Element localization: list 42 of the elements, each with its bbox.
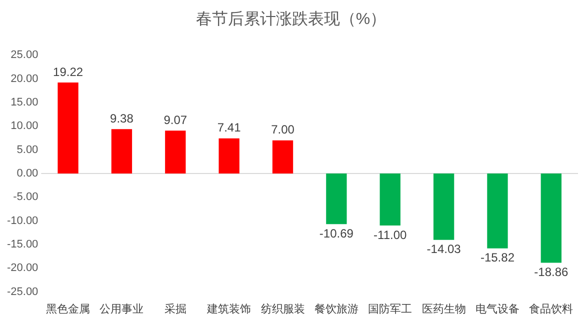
x-tick-label: 黑色金属	[46, 303, 90, 316]
chart-title: 春节后累计涨跌表现（%）	[196, 10, 386, 28]
y-tick-label: 10.00	[10, 120, 38, 132]
data-label: 7.00	[271, 122, 295, 137]
y-tick-label: 5.00	[16, 144, 38, 156]
bar	[487, 174, 508, 248]
data-label: 9.38	[110, 111, 134, 126]
x-tick-label: 纺织服装	[260, 302, 305, 316]
x-tick-label: 电气设备	[475, 302, 520, 316]
data-label: -10.69	[319, 226, 354, 240]
data-label: -11.00	[374, 228, 408, 242]
bar	[58, 82, 78, 174]
x-tick-label: 建筑装饰	[206, 302, 252, 316]
bar	[218, 138, 240, 174]
bar	[326, 174, 347, 224]
y-tick-label: 20.00	[10, 72, 38, 85]
x-tick-label: 公用事业	[100, 302, 144, 316]
data-label: 19.22	[53, 64, 84, 79]
bar	[165, 130, 186, 174]
bar	[433, 174, 454, 240]
y-tick-label: -20.00	[6, 262, 38, 274]
bar	[111, 129, 132, 174]
x-tick-label: 采掘	[164, 302, 186, 316]
y-tick-label: 0.00	[16, 168, 38, 180]
y-tick-label: -10.00	[6, 214, 38, 227]
y-tick-label: -5.00	[13, 191, 38, 204]
y-tick-label: 25.00	[10, 49, 38, 62]
data-label: -18.86	[534, 265, 568, 280]
data-label: -15.82	[480, 250, 515, 265]
bar	[272, 140, 294, 174]
x-tick-label: 餐饮旅游	[314, 302, 358, 316]
x-tick-label: 医药生物	[422, 302, 466, 316]
bar	[380, 174, 400, 226]
bar	[540, 174, 562, 263]
x-tick-label: 食品饮料	[529, 302, 574, 316]
data-label: 9.07	[164, 112, 188, 127]
data-label: 7.41	[217, 120, 242, 135]
y-tick-label: -25.00	[6, 286, 38, 298]
y-tick-label: 15.00	[10, 96, 38, 109]
data-label: -14.03	[426, 242, 462, 256]
x-tick-label: 国防军工	[368, 302, 412, 316]
y-tick-label: -15.00	[6, 238, 38, 251]
